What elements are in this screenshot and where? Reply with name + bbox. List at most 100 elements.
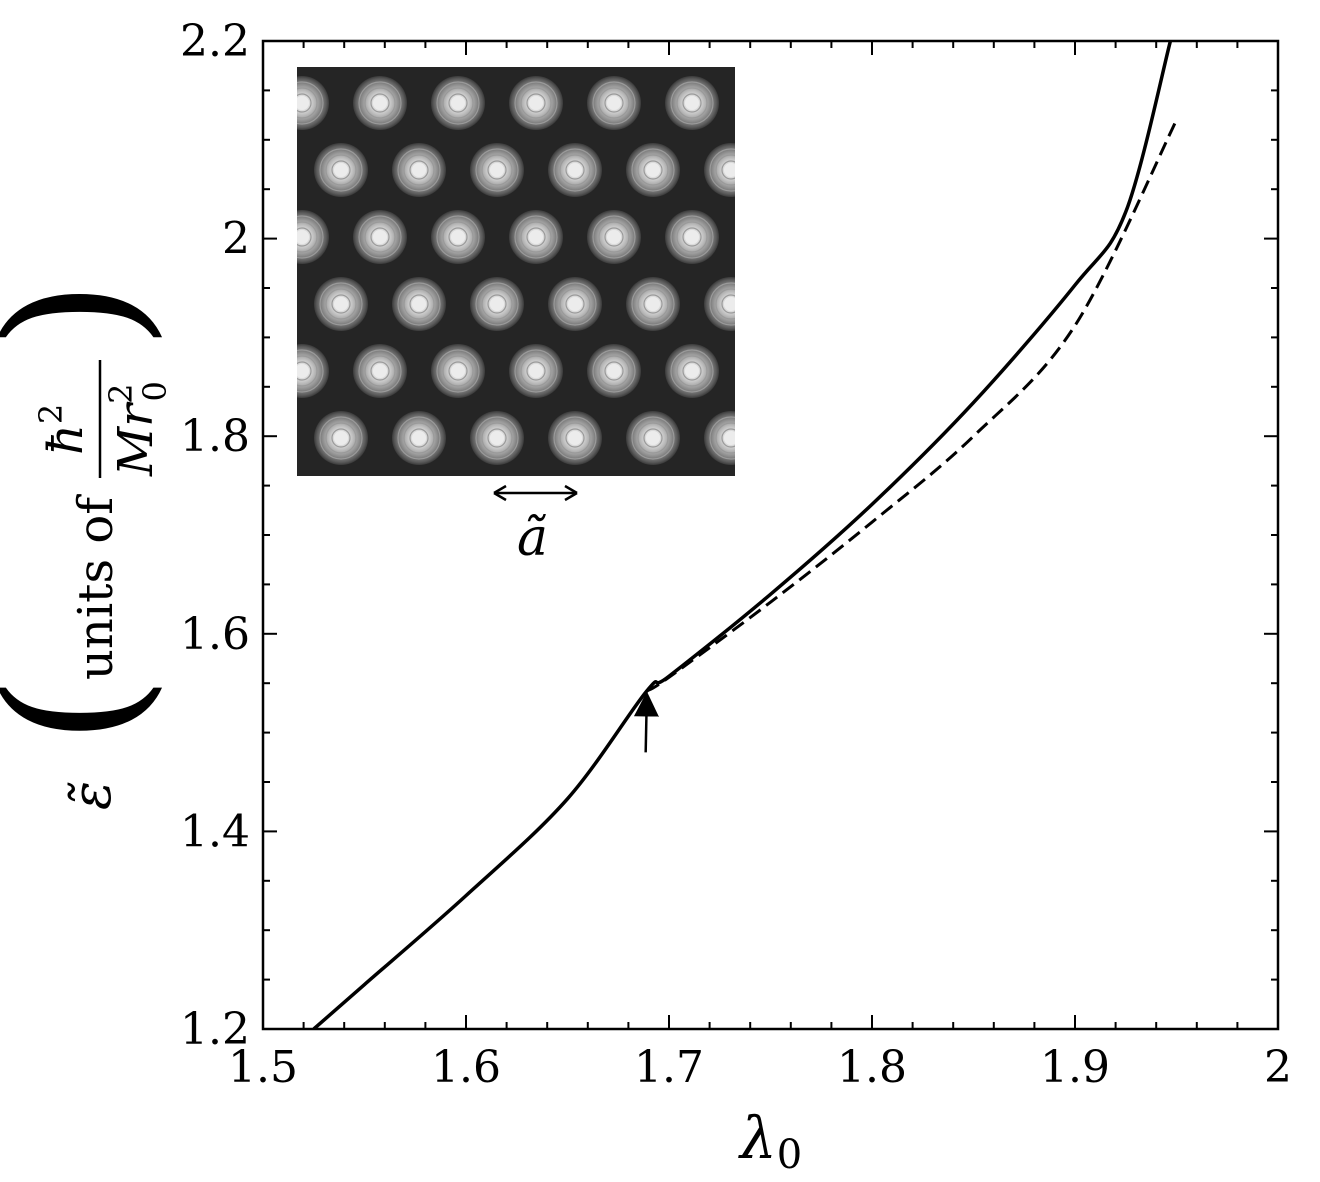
lattice-site [197,76,251,130]
lattice-contour [297,349,324,393]
lattice-contour [403,422,435,454]
lattice-contour [331,428,351,448]
y-tick-label: 1.2 [180,1004,250,1055]
lattice-core [685,230,699,244]
lattice-site [704,411,735,465]
lattice-contour [761,94,779,112]
lattice-contour [761,228,779,246]
lattice-contour [442,221,474,253]
lattice-contour [297,81,324,125]
lattice-site [704,277,735,331]
lattice-core [451,364,465,378]
y-tick-label: 1.6 [180,609,250,660]
lattice-contour [319,282,363,326]
lattice-site [704,143,735,197]
lattice-site [743,344,797,398]
lattice-contour [592,215,636,259]
lattice-site [297,344,329,398]
lattice-core [529,230,543,244]
lattice-contour [604,361,624,381]
lattice-core [490,297,504,311]
lattice-core [724,163,735,177]
series-dashed-line [645,119,1178,693]
lattice-contour [709,416,735,460]
lattice-core [685,364,699,378]
lattice-core [802,431,816,445]
lattice-contour [553,282,597,326]
inset-lattice [197,67,830,476]
lattice-core [802,297,816,311]
lattice-core [297,96,309,110]
lattice-contour [297,221,318,253]
lattice-contour [559,288,591,320]
x-axis-label: λ0 [738,1104,802,1178]
lattice-contour [397,148,441,192]
lattice-site [297,210,329,264]
lattice-contour [297,227,312,247]
lattice-contour [788,283,830,325]
lattice-contour [682,227,702,247]
lattice-core [529,96,543,110]
lattice-contour [475,416,519,460]
lattice-contour [209,356,239,386]
lattice-contour [592,81,636,125]
lattice-core [763,230,777,244]
inset-background [297,67,735,476]
lattice-contour [715,422,735,454]
lattice-core [451,230,465,244]
lattice-contour [592,349,636,393]
lattice-contour [709,148,735,192]
lattice-contour [325,422,357,454]
lattice-contour [676,355,708,387]
lattice-core [724,297,735,311]
lattice-core [724,431,735,445]
lattice-contour [409,294,429,314]
lattice-contour [682,361,702,381]
lattice-contour [442,87,474,119]
lattice-contour [520,221,552,253]
lattice-contour [637,154,669,186]
lattice-spacing-arrow [493,484,578,502]
lattice-contour [559,154,591,186]
lattice-contour [715,154,735,186]
y-axis-denominator: Mr20 [102,381,174,477]
axis-ticks [262,40,1279,1030]
lattice-contour [203,350,245,392]
y-tick-label: 2 [222,214,250,265]
lattice-contour [794,423,824,453]
lattice-contour [670,81,714,125]
lattice-contour [800,429,818,447]
x-tick-labels: 1.5 1.6 1.7 1.8 1.9 2 [228,1042,1292,1093]
lattice-contour [331,294,351,314]
lattice-core [217,96,231,110]
lattice-contour [794,289,824,319]
lattice-contour [721,294,735,314]
lattice-contour [715,288,735,320]
lattice-contour [481,422,513,454]
lattice-contour [203,82,245,124]
lattice-contour [755,88,785,118]
lattice-contour [442,355,474,387]
lattice-site [743,210,797,264]
lattice-contour [370,227,390,247]
lattice-contour [526,227,546,247]
lattice-contour [215,94,233,112]
lattice-contour [598,87,630,119]
lattice-contour [325,288,357,320]
y-tick-labels: 1.2 1.4 1.6 1.8 2 2.2 [180,16,250,1055]
lattice-contour [487,294,507,314]
lattice-contour [637,288,669,320]
y-axis-numerator: ħ2 [32,404,94,455]
y-axis-paren-open: ( [0,675,177,745]
lattice-contour [721,428,735,448]
lattice-contour [643,428,663,448]
lattice-contour [364,87,396,119]
x-tick-label: 1.6 [431,1042,501,1093]
lattice-core [607,96,621,110]
lattice-contour [637,422,669,454]
lattice-contour [297,215,324,259]
lattice-contour [514,215,558,259]
lattice-contour [487,428,507,448]
lattice-contour [643,160,663,180]
